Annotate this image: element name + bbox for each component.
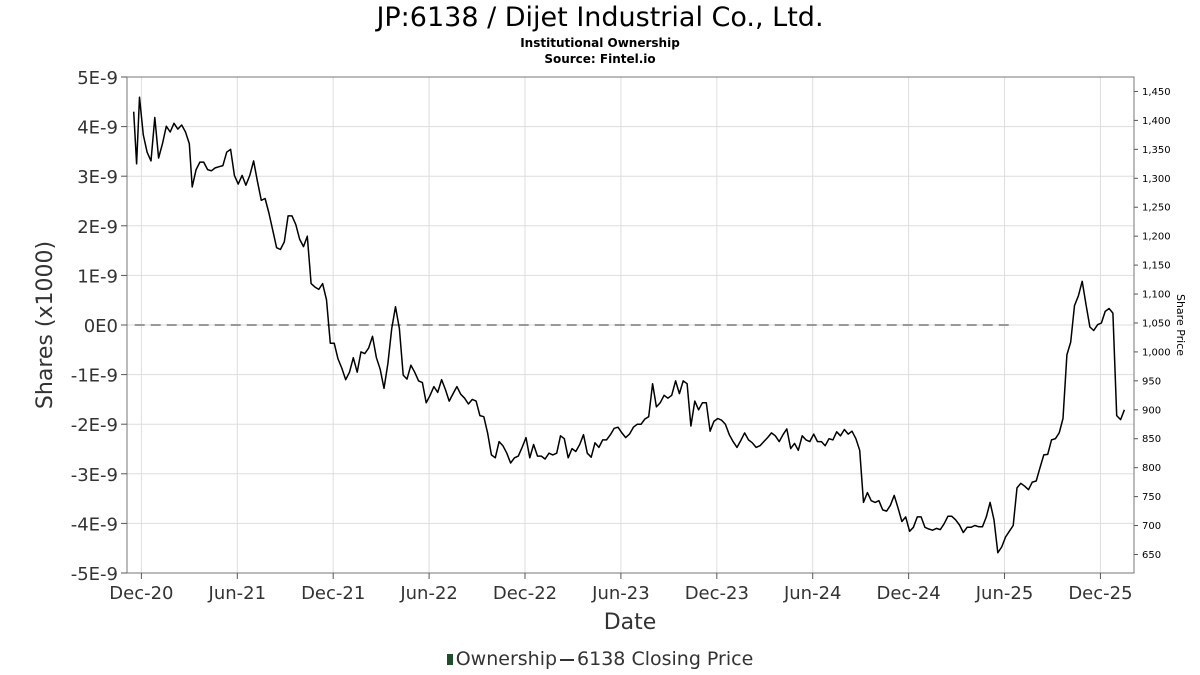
y2-tick-label: 950	[1142, 376, 1161, 387]
y2-tick-label: 1,300	[1142, 174, 1171, 185]
y-tick-label: 3E-9	[77, 167, 118, 188]
chart-title: JP:6138 / Dijet Industrial Co., Ltd.	[376, 2, 824, 33]
closing-price-line	[132, 96, 1126, 554]
y2-tick-label: 850	[1142, 434, 1161, 445]
ownership-legend-swatch	[446, 654, 453, 665]
y-tick-label: 1E-9	[77, 266, 118, 287]
y2-tick-label: 700	[1142, 521, 1161, 532]
x-tick-label: Jun-25	[975, 583, 1034, 604]
y-tick-label: -4E-9	[71, 514, 118, 535]
series-layer	[132, 96, 1126, 554]
x-tick-label: Dec-25	[1068, 583, 1132, 604]
x-tick-label: Jun-24	[783, 583, 842, 604]
legend-ownership-label: Ownership	[455, 648, 558, 670]
y-tick-label: -3E-9	[71, 465, 118, 486]
price-legend-line	[560, 658, 575, 661]
chart-source: Source: Fintel.io	[544, 52, 656, 66]
y-tick-label: -1E-9	[71, 366, 118, 387]
legend-price-label: 6138 Closing Price	[577, 648, 754, 670]
y2-tick-label: 1,400	[1142, 116, 1171, 127]
left-axis: 5E-9 4E-9 3E-9 2E-9 1E-9 0E0 -1E-9 -2E-9 -3E-9 -4…	[71, 68, 127, 585]
y2-tick-label: 1,150	[1142, 261, 1171, 272]
x-tick-label: Jun-21	[208, 583, 267, 604]
y2-tick-label: 750	[1142, 492, 1161, 503]
x-axis-label: Date	[604, 610, 657, 635]
x-tick-label: Jun-23	[591, 583, 650, 604]
legend: Ownership 6138 Closing Price	[0, 648, 1200, 670]
y2-tick-label: 1,450	[1142, 87, 1171, 98]
chart-subtitle: Institutional Ownership	[520, 36, 680, 50]
x-tick-label: Dec-23	[685, 583, 749, 604]
y2-tick-label: 650	[1142, 550, 1161, 561]
x-tick-label: Dec-22	[493, 583, 557, 604]
y2-tick-label: 800	[1142, 463, 1161, 474]
y-axis-label: Shares (x1000)	[33, 241, 58, 409]
y2-tick-label: 1,050	[1142, 318, 1171, 329]
y2-tick-label: 1,200	[1142, 232, 1171, 243]
y-tick-label: 5E-9	[77, 68, 118, 89]
y-tick-label: -2E-9	[71, 415, 118, 436]
y2-tick-label: 900	[1142, 405, 1161, 416]
x-axis: Dec-20 Jun-21 Dec-21 Jun-22 Dec-22 Jun-23 Dec-…	[109, 573, 1133, 604]
y2-tick-label: 1,000	[1142, 347, 1171, 358]
y2-tick-label: 1,100	[1142, 290, 1171, 301]
x-tick-label: Dec-21	[301, 583, 365, 604]
x-tick-label: Dec-24	[877, 583, 941, 604]
y-tick-label: -5E-9	[71, 564, 118, 585]
y-tick-label: 4E-9	[77, 118, 118, 139]
x-tick-label: Dec-20	[109, 583, 173, 604]
x-tick-label: Jun-22	[399, 583, 458, 604]
y2-tick-label: 1,350	[1142, 145, 1171, 156]
right-axis: 650 700 750 800 850 900 950 1,000 1,050 1,100 1,15…	[1134, 87, 1171, 561]
y-tick-label: 2E-9	[77, 217, 118, 238]
y2-axis-label: Share Price	[1174, 294, 1187, 356]
y2-tick-label: 1,250	[1142, 203, 1171, 214]
y-tick-label: 0E0	[84, 316, 118, 337]
